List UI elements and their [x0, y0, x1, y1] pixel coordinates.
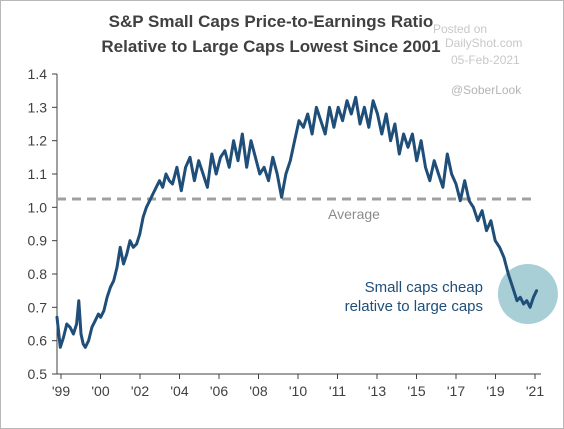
watermark-site: DailyShot.com — [445, 36, 522, 50]
x-tick-label: '04 — [170, 383, 188, 399]
y-tick-label: 1.1 — [28, 166, 48, 182]
chart-title-line-2: Relative to Large Caps Lowest Since 2001 — [101, 37, 440, 56]
y-tick-label: 0.9 — [28, 233, 48, 249]
series-line-pe-ratio — [55, 95, 539, 349]
x-tick-label: '11 — [329, 383, 346, 399]
chart-title-line-1: S&P Small Caps Price-to-Earnings Ratio — [109, 12, 434, 31]
x-tick-label: '06 — [210, 383, 228, 399]
y-tick-label: 1.2 — [28, 133, 48, 149]
watermark-date: 05-Feb-2021 — [451, 53, 520, 67]
y-axis-ticks: 0.5 0.6 0.7 0.8 0.9 1.0 1.1 1.2 1.3 1.4 — [28, 66, 57, 382]
watermark-handle: @SoberLook — [451, 83, 522, 97]
y-tick-label: 0.5 — [28, 366, 48, 382]
x-tick-label: '19 — [486, 383, 504, 399]
y-tick-label: 1.3 — [28, 99, 48, 115]
annotation-line-1: Small caps cheap — [365, 279, 483, 296]
highlight-circle — [497, 264, 558, 324]
x-tick-label: '15 — [407, 383, 425, 399]
y-tick-label: 1.4 — [28, 66, 48, 82]
x-tick-label: '17 — [447, 383, 465, 399]
x-tick-label: '13 — [368, 383, 386, 399]
y-tick-label: 0.8 — [28, 266, 48, 282]
y-tick-label: 1.0 — [28, 199, 48, 215]
x-axis-ticks: '99 '00 '02 '04 '06 '08 '10 '11 '13 '15 '17 '19 '21 — [52, 374, 544, 399]
y-tick-label: 0.7 — [28, 299, 48, 315]
x-tick-label: '08 — [249, 383, 267, 399]
annotation-line-2: relative to large caps — [345, 298, 483, 315]
x-tick-label: '99 — [52, 383, 70, 399]
x-tick-label: '21 — [526, 383, 544, 399]
watermark-posted: Posted on — [433, 22, 487, 36]
x-tick-label: '00 — [91, 383, 109, 399]
y-tick-label: 0.6 — [28, 333, 48, 349]
x-tick-label: '10 — [289, 383, 307, 399]
x-tick-label: '02 — [131, 383, 149, 399]
average-label: Average — [328, 206, 380, 222]
